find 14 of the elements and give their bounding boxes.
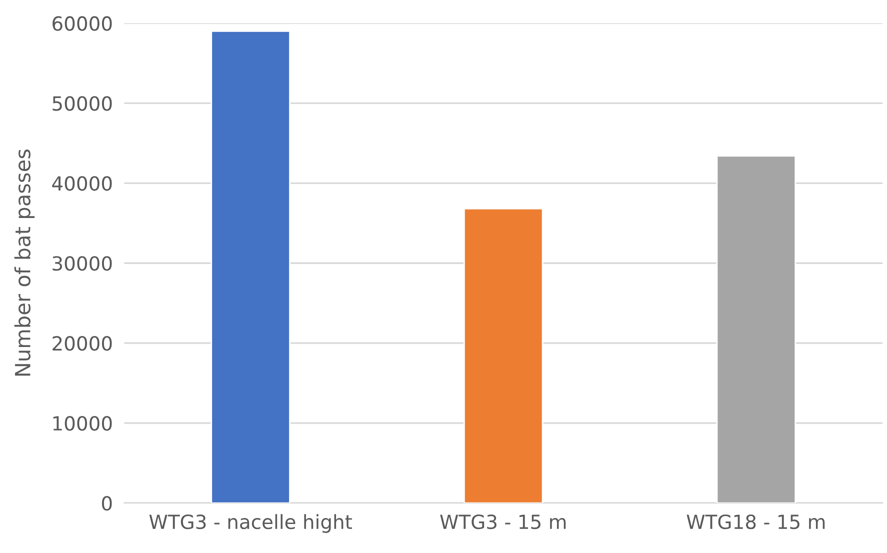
y-tick-label: 50000 bbox=[52, 96, 112, 111]
bar bbox=[716, 155, 796, 504]
x-tick-label: WTG3 - 15 m bbox=[440, 514, 566, 530]
x-tick-label: WTG3 - nacelle hight bbox=[149, 514, 352, 533]
y-axis-title: Number of bat passes bbox=[14, 150, 35, 376]
y-tick-label: 20000 bbox=[52, 336, 112, 351]
y-tick-label: 10000 bbox=[53, 416, 112, 431]
y-tick-label: 0 bbox=[102, 496, 112, 511]
y-tick-label: 40000 bbox=[52, 176, 112, 191]
bar bbox=[210, 30, 290, 504]
x-tick-label: WTG18 - 15 m bbox=[686, 514, 825, 530]
bar bbox=[463, 208, 544, 504]
y-tick-label: 30000 bbox=[52, 256, 112, 271]
y-tick-label: 60000 bbox=[52, 16, 112, 31]
